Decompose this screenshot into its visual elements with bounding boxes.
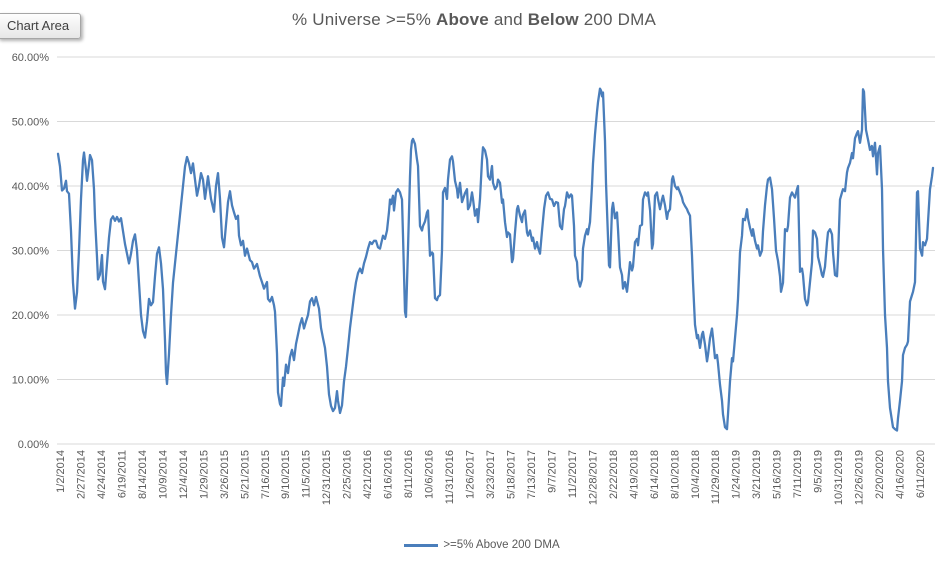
- y-axis-tick-label: 60.00%: [12, 52, 50, 64]
- x-axis-tick-label: 6/19/2011: [116, 450, 128, 498]
- x-axis-tick-label: 6/11/2020: [915, 450, 927, 498]
- x-axis-tick-label: 7/11/2019: [792, 450, 804, 498]
- chart-area-tooltip: Chart Area: [0, 13, 82, 39]
- legend-label: >=5% Above 200 DMA: [443, 539, 560, 551]
- chart-title-prefix: % Universe >=5%: [291, 10, 436, 29]
- x-axis-tick-label: 8/14/2014: [137, 450, 149, 499]
- y-axis-tick-label: 30.00%: [12, 246, 50, 258]
- x-axis-tick-label: 12/28/2017: [587, 450, 599, 505]
- x-axis-tick-label: 4/16/2020: [895, 450, 907, 499]
- x-axis-tick-label: 2/20/2020: [874, 450, 886, 499]
- x-axis-tick-label: 6/16/2016: [383, 450, 395, 499]
- y-axis-tick-label: 40.00%: [12, 181, 50, 193]
- chart-title-above: Above: [435, 10, 489, 29]
- y-axis-tick-label: 50.00%: [12, 117, 50, 129]
- x-axis-tick-label: 10/9/2014: [157, 450, 169, 499]
- x-axis-tick-label: 1/2/2014: [55, 450, 67, 493]
- x-axis-tick-label: 7/16/2015: [260, 450, 272, 499]
- x-axis-tick-label: 5/21/2015: [239, 450, 251, 499]
- legend-line-swatch: [404, 543, 439, 547]
- x-axis-tick-label: 5/18/2017: [505, 450, 517, 499]
- x-axis-tick-label: 11/31/2016: [444, 450, 456, 504]
- x-axis-tick-label: 1/24/2019: [731, 450, 743, 499]
- x-axis-tick-label: 5/16/2019: [772, 450, 784, 499]
- x-axis-tick-label: 3/26/2015: [219, 450, 231, 499]
- x-axis-tick-label: 1/26/2017: [465, 450, 477, 499]
- y-axis-tick-label: 10.00%: [12, 375, 50, 387]
- x-axis-tick-label: 10/6/2016: [424, 450, 436, 499]
- x-axis-tick-label: 7/13/2017: [526, 450, 538, 499]
- chart-area-tooltip-label: Chart Area: [7, 18, 70, 33]
- chart-title[interactable]: % Universe >=5% Above and Below 200 DMA: [0, 10, 948, 30]
- legend[interactable]: >=5% Above 200 DMA: [8, 539, 948, 551]
- x-axis-tick-label: 11/2/2017: [567, 450, 579, 498]
- x-axis-tick-label: 2/22/2018: [608, 450, 620, 499]
- x-axis-tick-label: 9/10/2015: [280, 450, 292, 499]
- x-axis-tick-label: 9/5/2019: [813, 450, 825, 493]
- x-axis-tick-label: 12/26/2019: [854, 450, 866, 505]
- y-axis-tick-label: 20.00%: [12, 310, 50, 322]
- series-line[interactable]: [56, 87, 935, 432]
- x-axis-tick-label: 4/19/2018: [628, 450, 640, 499]
- x-axis-tick-label: 8/11/2016: [403, 450, 415, 498]
- x-axis-tick-label: 8/10/2018: [669, 450, 681, 499]
- x-axis-tick-label: 4/21/2016: [362, 450, 374, 499]
- x-axis-tick-label: 6/14/2018: [649, 450, 661, 499]
- x-axis-tick-label: 4/24/2014: [96, 450, 108, 499]
- x-axis-tick-label: 12/4/2014: [178, 450, 190, 499]
- chart-title-below: Below: [527, 10, 579, 29]
- x-axis-tick-label: 3/23/2017: [485, 450, 497, 499]
- x-axis-tick-label: 11/5/2015: [301, 450, 313, 498]
- chart-title-suffix: 200 DMA: [578, 10, 657, 29]
- x-axis-tick-label: 12/31/2015: [321, 450, 333, 505]
- x-axis-tick-label: 2/27/2014: [75, 450, 87, 499]
- x-axis-tick-label: 2/25/2016: [342, 450, 354, 499]
- x-axis-tick-label: 10/4/2018: [690, 450, 702, 499]
- y-axis-tick-label: 0.00%: [18, 439, 49, 451]
- x-axis-tick-label: 3/21/2019: [751, 450, 763, 499]
- x-axis-tick-label: 1/29/2015: [198, 450, 210, 499]
- x-axis-tick-label: 9/7/2017: [546, 450, 558, 493]
- x-axis-tick-label: 10/31/2019: [833, 450, 845, 505]
- chart-title-and: and: [488, 10, 528, 29]
- x-axis-tick-label: 11/29/2018: [710, 450, 722, 504]
